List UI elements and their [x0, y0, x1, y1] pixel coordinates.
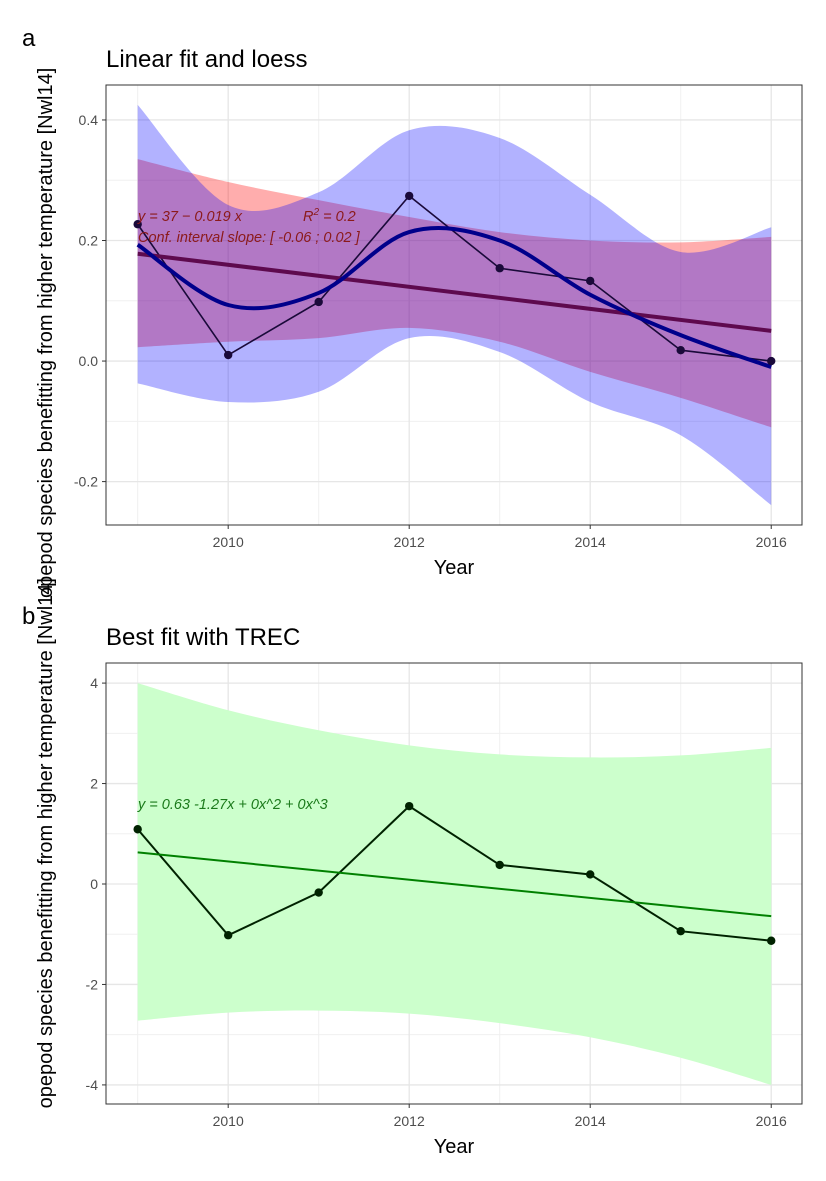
data-point	[586, 276, 595, 286]
data-point	[676, 927, 685, 936]
y-tick-label: -4	[86, 1077, 99, 1093]
x-tick-label: 2012	[394, 1113, 425, 1129]
panel-b-equation: y = 0.63 -1.27x + 0x^2 + 0x^3	[137, 797, 328, 813]
r2-exponent: 2	[312, 207, 319, 218]
panel-a-plot: 2010 2012 2014 2016 -0.2 0.0 0.2 0.4	[74, 84, 803, 550]
panel-b-plot: 2010 2012 2014 2016 -4 -2 0 2 4	[86, 662, 803, 1129]
observed-line	[137, 194, 772, 362]
data-point	[586, 870, 595, 879]
r2-label: R	[303, 209, 314, 225]
data-point	[223, 931, 233, 940]
panel-a-y-label: opepod species benefitting from higher t…	[35, 68, 57, 598]
panel-a-x-label: Year	[434, 557, 475, 579]
panel-a-equation: y = 37 − 0.019 x R2 = 0.2	[137, 207, 356, 225]
fit-line	[137, 851, 772, 918]
data-point	[495, 264, 504, 273]
data-point	[133, 825, 142, 834]
y-tick-label: 2	[90, 776, 98, 792]
x-tick-label: 2016	[756, 534, 787, 550]
plot-content	[136, 104, 772, 506]
panel-border	[105, 84, 803, 526]
data-point	[495, 860, 504, 870]
equation-text: y = 37 − 0.019 x	[137, 209, 243, 225]
data-point	[404, 801, 414, 811]
data-point	[223, 350, 233, 360]
panel-b-tag: b	[22, 603, 35, 630]
data-point	[314, 888, 323, 897]
x-tick-label: 2012	[394, 534, 425, 550]
r2-value: = 0.2	[319, 209, 356, 225]
y-tick-label: -2	[86, 976, 99, 992]
y-tick-label: 4	[90, 675, 98, 691]
panel-a-conf-interval: Conf. interval slope: [ -0.06 ; 0.02 ]	[138, 230, 361, 246]
data-point	[676, 346, 685, 355]
data-point	[314, 297, 323, 307]
y-tick-label: -0.2	[74, 474, 98, 490]
panel-b-y-label: opepod species benefitting from higher t…	[35, 578, 57, 1108]
y-tick-label: 0	[90, 876, 98, 892]
data-point	[767, 936, 776, 945]
panel-a-title: Linear fit and loess	[106, 46, 307, 73]
plot-content	[136, 683, 772, 1085]
y-tick-label: 0.2	[79, 233, 99, 249]
linear-fit-line	[137, 251, 772, 333]
data-point	[404, 191, 414, 201]
observed-line	[136, 804, 772, 942]
x-tick-label: 2014	[575, 534, 606, 550]
panel-b-title: Best fit with TREC	[106, 624, 300, 651]
x-tick-label: 2010	[213, 534, 244, 550]
loess-ci-band	[137, 104, 772, 506]
loess-line	[136, 226, 772, 369]
panel-b-x-label: Year	[434, 1136, 475, 1158]
y-tick-label: 0.0	[79, 353, 99, 369]
x-tick-label: 2010	[213, 1113, 244, 1129]
panel-border	[105, 662, 803, 1105]
data-point	[767, 356, 776, 366]
x-tick-label: 2014	[575, 1113, 606, 1129]
x-tick-label: 2016	[756, 1113, 787, 1129]
data-point	[133, 220, 142, 229]
y-tick-label: 0.4	[79, 112, 99, 128]
panel-a-tag: a	[22, 25, 36, 52]
